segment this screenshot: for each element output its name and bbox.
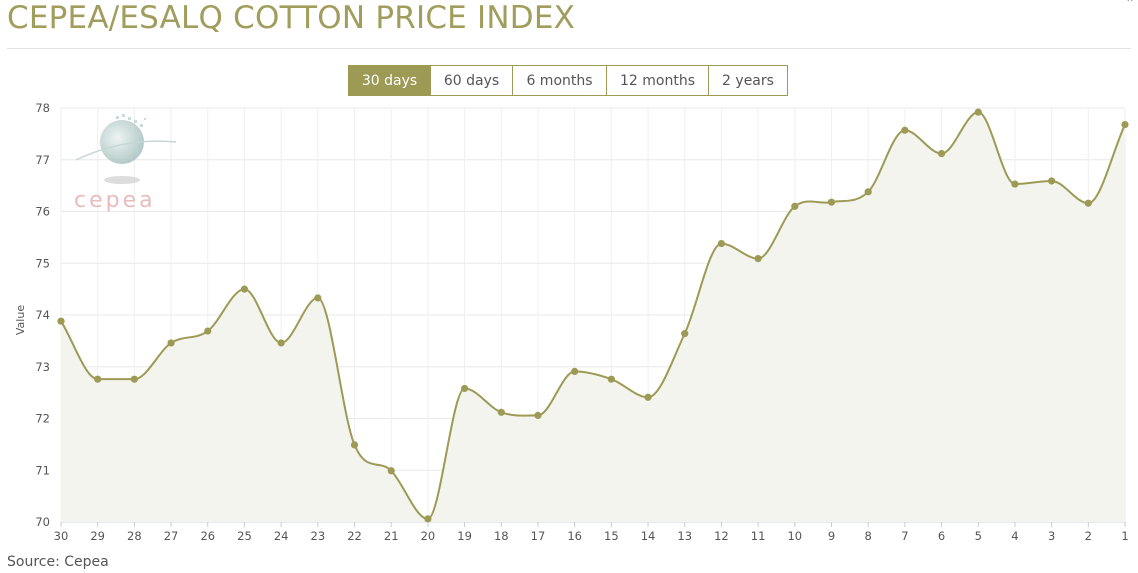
x-tick-label: 27 (164, 529, 179, 543)
x-tick-label: 1 (1121, 529, 1128, 543)
x-tick-label: 11 (751, 529, 766, 543)
data-point-10[interactable] (791, 202, 799, 210)
x-tick-label: 8 (865, 529, 872, 543)
x-tick-label: 17 (531, 529, 546, 543)
x-tick-label: 22 (347, 529, 362, 543)
y-tick-label: 72 (35, 412, 50, 426)
x-tick-label: 28 (127, 529, 142, 543)
x-tick-label: 13 (677, 529, 692, 543)
data-point-17[interactable] (534, 411, 542, 419)
data-point-30[interactable] (57, 317, 65, 325)
expand-icon[interactable]: ⌃ (1124, 0, 1135, 10)
tab-6-months[interactable]: 6 months (513, 65, 607, 96)
x-tick-label: 26 (200, 529, 215, 543)
data-point-1[interactable] (1121, 120, 1129, 129)
period-tabs: 30 days 60 days 6 months 12 months 2 yea… (348, 65, 788, 96)
x-tick-label: 20 (421, 529, 436, 543)
x-tick-label: 23 (311, 529, 326, 543)
x-tick-label: 2 (1085, 529, 1092, 543)
y-tick-label: 78 (35, 101, 50, 115)
x-tick-label: 12 (714, 529, 729, 543)
x-tick-label: 10 (787, 529, 802, 543)
page-title: CEPEA/ESALQ COTTON PRICE INDEX (7, 0, 576, 36)
data-point-4[interactable] (1011, 180, 1019, 188)
data-point-9[interactable] (827, 198, 836, 206)
y-tick-label: 71 (35, 463, 50, 477)
y-tick-label: 74 (35, 308, 50, 322)
data-point-13[interactable] (681, 330, 689, 338)
data-point-27[interactable] (167, 339, 175, 347)
x-tick-label: 18 (494, 529, 509, 543)
data-point-29[interactable] (94, 375, 102, 383)
data-point-15[interactable] (607, 375, 615, 383)
x-tick-label: 5 (975, 529, 982, 543)
x-tick-label: 19 (457, 529, 472, 543)
data-point-24[interactable] (277, 339, 285, 347)
tab-12-months[interactable]: 12 months (607, 65, 709, 96)
x-tick-label: 14 (641, 529, 656, 543)
x-tick-label: 6 (938, 529, 945, 543)
data-point-2[interactable] (1084, 199, 1092, 207)
data-point-18[interactable] (497, 408, 505, 416)
x-tick-label: 3 (1048, 529, 1055, 543)
data-point-26[interactable] (204, 327, 212, 335)
data-point-11[interactable] (754, 254, 762, 263)
y-tick-label: 73 (35, 360, 50, 374)
data-point-22[interactable] (350, 441, 359, 449)
series-area (61, 112, 1125, 522)
x-tick-label: 15 (604, 529, 619, 543)
cepea-logo: cepea (74, 112, 184, 213)
y-tick-label: 77 (35, 153, 50, 167)
x-tick-label: 21 (384, 529, 399, 543)
logo-text: cepea (74, 188, 156, 213)
data-point-16[interactable] (571, 367, 579, 376)
x-tick-label: 16 (567, 529, 582, 543)
y-tick-label: 70 (35, 515, 50, 529)
data-point-20[interactable] (424, 515, 432, 523)
data-point-8[interactable] (864, 188, 872, 196)
x-tick-label: 24 (274, 529, 289, 543)
source-note: Source: Cepea (7, 554, 109, 570)
data-point-23[interactable] (314, 294, 322, 302)
y-axis-ticks: 70 71 72 73 74 75 76 77 78 (35, 101, 50, 529)
data-point-28[interactable] (130, 375, 138, 383)
data-point-25[interactable] (240, 285, 249, 293)
data-point-21[interactable] (387, 467, 395, 475)
y-axis-label: Value (14, 305, 27, 335)
series-points (57, 108, 1129, 523)
x-tick-label: 30 (54, 529, 69, 543)
data-point-14[interactable] (644, 393, 652, 401)
data-point-7[interactable] (901, 126, 909, 134)
data-point-6[interactable] (937, 149, 946, 158)
x-tick-label: 25 (237, 529, 252, 543)
data-point-12[interactable] (717, 239, 726, 248)
series-line (60, 111, 1126, 520)
data-point-3[interactable] (1048, 177, 1056, 185)
y-tick-label: 75 (35, 256, 50, 270)
x-tick-label: 7 (901, 529, 908, 543)
tab-60-days[interactable]: 60 days (431, 65, 513, 96)
y-tick-label: 76 (35, 205, 50, 219)
tab-2-years[interactable]: 2 years (709, 65, 788, 96)
title-divider (7, 48, 1131, 49)
data-point-5[interactable] (974, 108, 982, 116)
x-axis-ticks: 30 29 28 27 26 25 24 23 22 21 20 19 18 17 16 15 14 13 12 11… (54, 522, 1129, 543)
x-tick-label: 4 (1011, 529, 1018, 543)
globe-logo-icon (75, 114, 177, 184)
data-point-19[interactable] (460, 384, 469, 393)
x-tick-label: 29 (90, 529, 105, 543)
x-tick-label: 9 (828, 529, 835, 543)
tab-30-days[interactable]: 30 days (348, 65, 431, 96)
